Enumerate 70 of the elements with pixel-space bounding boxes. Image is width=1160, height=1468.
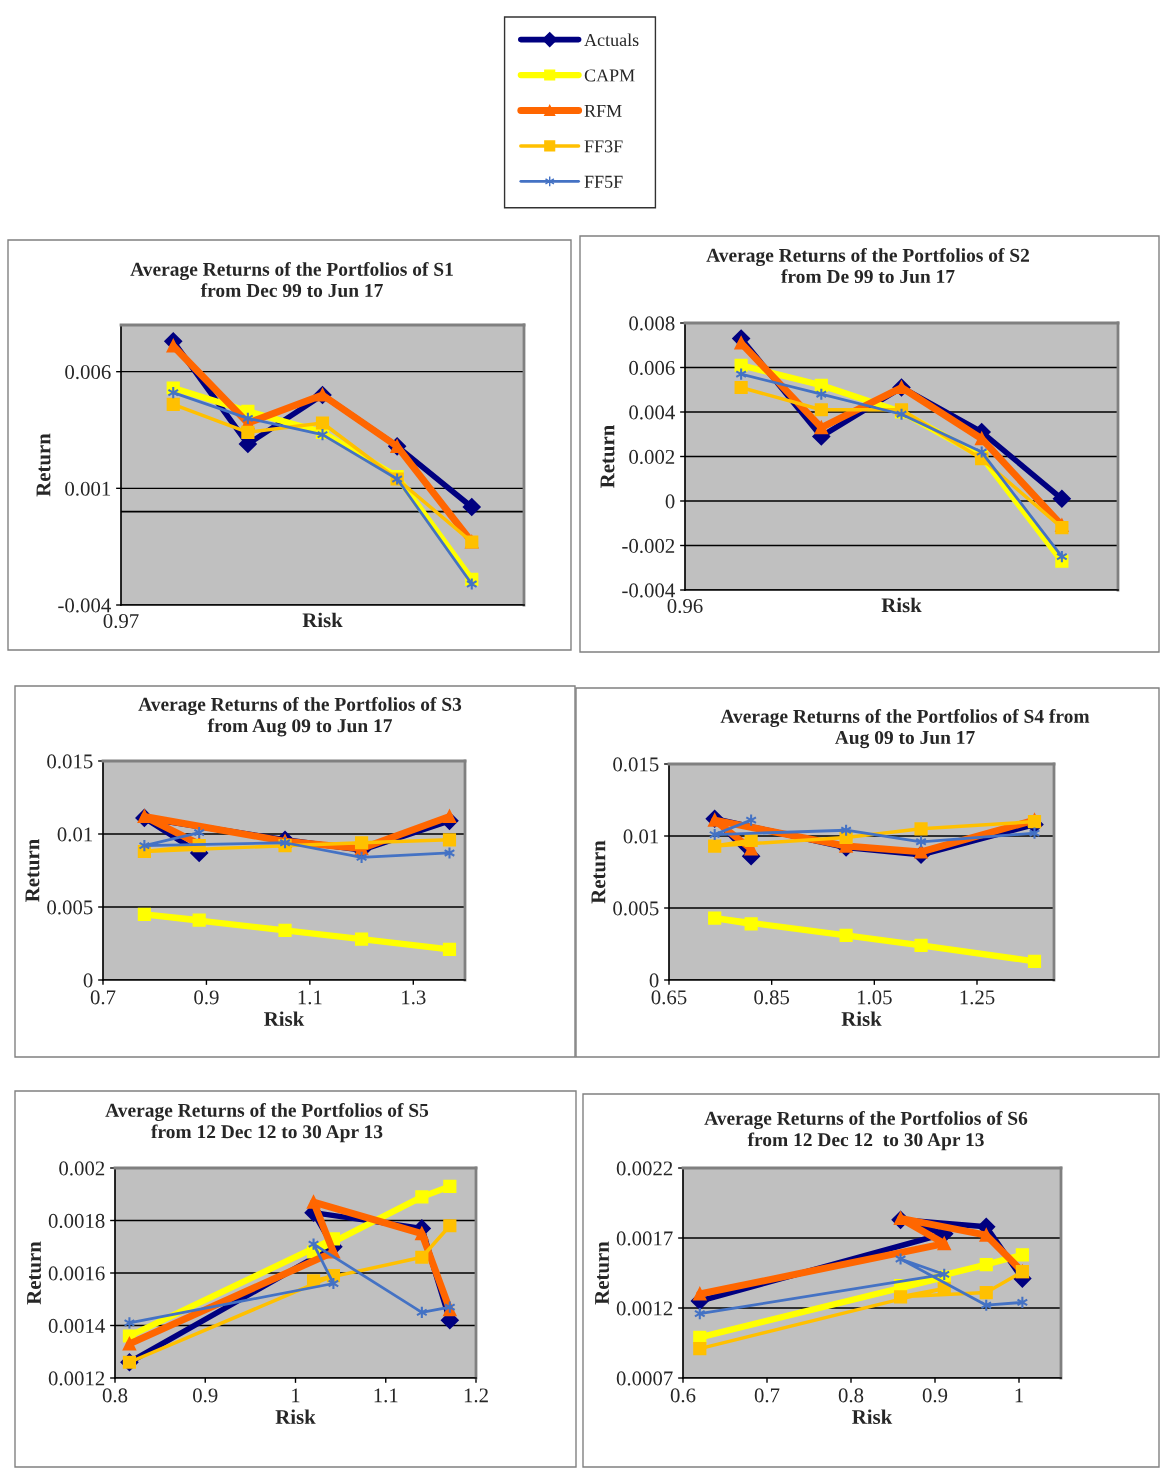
y-tick-label: 0.002 [59, 1161, 105, 1176]
x-tick-label: 1.25 [960, 990, 995, 1005]
x-tick-label: 0.65 [651, 990, 687, 1005]
x-tick-label: 0.8 [102, 1388, 128, 1403]
y-axis-title: Return [27, 1241, 42, 1305]
x-tick-label: 1.2 [464, 1388, 488, 1403]
x-axis-title: Risk [881, 597, 922, 613]
x-tick-label: 1.3 [402, 990, 426, 1005]
chart-title: Average Returns of the Portfolios of S1 from Dec 99 to Jun 17 [130, 262, 453, 298]
y-tick-label: -0.004 [622, 583, 675, 598]
chart-title: Average Returns of the Portfolios of S6 from 12 Dec 12 to 30 Apr 13 [704, 1111, 1028, 1151]
y-tick-label: 0.0014 [48, 1318, 105, 1334]
y-tick-label: 0.0017 [616, 1231, 673, 1246]
y-tick-label: 0.001 [65, 481, 111, 496]
x-axis-title: Risk [264, 1011, 305, 1027]
x-tick-label: 1.1 [298, 990, 322, 1005]
y-tick-label: -0.002 [622, 538, 675, 554]
y-tick-label: 0.01 [57, 827, 93, 842]
y-tick-label: 0.005 [47, 900, 93, 915]
x-tick-label: 0.9 [193, 1388, 218, 1403]
x-tick-label: 1.05 [857, 990, 892, 1005]
legend-label: Actuals [584, 33, 639, 47]
legend-label: CAPM [584, 69, 635, 82]
y-tick-label: 0.004 [629, 405, 675, 420]
legend-label: FF5F [584, 175, 623, 188]
x-axis-title: Risk [852, 1409, 893, 1425]
legend-label: RFM [584, 104, 622, 117]
y-tick-label: 0.006 [65, 365, 111, 380]
chart-title: Average Returns of the Portfolios of S4 from Aug 09 to Jun 17 [720, 709, 1090, 749]
x-tick-label: 1.1 [374, 1388, 398, 1403]
y-tick-label: 0.0007 [616, 1371, 673, 1386]
y-tick-label: -0.004 [58, 598, 111, 613]
y-tick-label: 0.0022 [616, 1161, 673, 1176]
x-axis-title: Risk [841, 1011, 882, 1027]
y-axis-title: Return [36, 433, 51, 497]
x-tick-label: 0.7 [754, 1388, 780, 1403]
y-tick-label: 0.006 [629, 360, 675, 376]
x-tick-label: 0.7 [90, 990, 116, 1005]
y-tick-label: 0.0012 [48, 1371, 105, 1386]
chart-title: Average Returns of the Portfolios of S5 from 12 Dec 12 to 30 Apr 13 [105, 1103, 429, 1143]
y-tick-label: 0.0012 [616, 1301, 673, 1316]
y-tick-label: 0.0016 [48, 1266, 105, 1281]
legend-label: FF3F [584, 140, 623, 153]
y-tick-label: 0.002 [629, 449, 675, 465]
text: 0.96 [667, 598, 703, 614]
chart-title: Average Returns of the Portfolios of S3 from Aug 09 to Jun 17 [138, 697, 462, 737]
y-tick-label: 0.01 [623, 829, 659, 844]
x-tick-label: 0.6 [670, 1388, 696, 1403]
chart-title: Average Returns of the Portfolios of S2 from De 99 to Jun 17 [706, 248, 1029, 284]
x-tick-label: 0.8 [838, 1388, 864, 1403]
y-axis-title: Return [25, 838, 40, 902]
y-axis-title: Return [595, 1241, 610, 1305]
x-tick-label: 0.9 [922, 1388, 948, 1403]
x-tick-label: 0.85 [754, 990, 790, 1005]
x-tick-label: 1 [1015, 1388, 1023, 1403]
y-tick-label: 0 [83, 973, 93, 988]
y-axis-title: Return [600, 424, 615, 488]
x-axis-title: Risk [302, 612, 343, 628]
y-tick-label: 0.008 [629, 316, 675, 331]
y-tick-label: 0.005 [613, 901, 659, 916]
x-axis-title: Risk [275, 1409, 316, 1425]
text: 0.97 [103, 613, 139, 629]
y-tick-label: 0.015 [47, 754, 93, 769]
x-tick-label: 1 [292, 1388, 300, 1403]
y-tick-label: 0 [649, 973, 659, 988]
x-tick-label: 0.9 [194, 990, 219, 1005]
y-tick-label: 0.0018 [48, 1213, 105, 1229]
y-tick-label: 0.015 [613, 757, 659, 772]
y-axis-title: Return [591, 840, 606, 904]
y-tick-label: 0 [665, 494, 675, 509]
